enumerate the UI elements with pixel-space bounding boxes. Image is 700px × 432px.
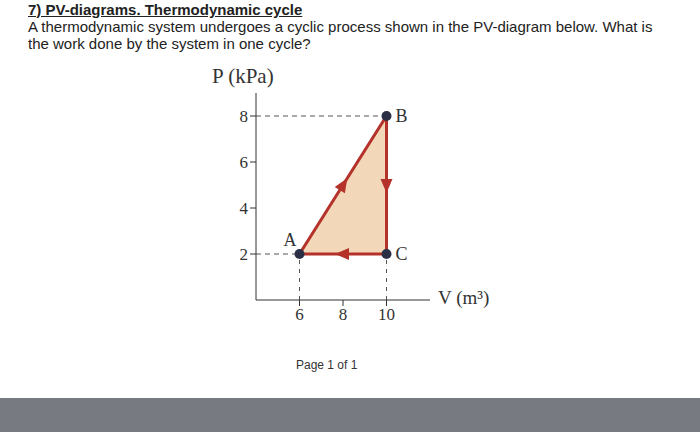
html-text:Page 1 of 1: Page 1 of 1 bbox=[296, 358, 358, 372]
svg-text:6: 6 bbox=[240, 153, 249, 172]
html-text:A thermodynamic system undergo: A thermodynamic system undergoes a cycli… bbox=[28, 18, 653, 35]
svg-text:2: 2 bbox=[240, 245, 249, 264]
svg-text:8: 8 bbox=[339, 305, 348, 324]
svg-text:B: B bbox=[396, 106, 408, 126]
svg-text:A: A bbox=[284, 230, 297, 250]
svg-text:8: 8 bbox=[240, 107, 249, 126]
html-text:P (kPa): P (kPa) bbox=[212, 64, 274, 88]
svg-text:6: 6 bbox=[295, 305, 304, 324]
html-text:the work done by the system in: the work done by the system in one cycle… bbox=[28, 35, 311, 52]
svg-text:C: C bbox=[396, 244, 408, 264]
html-text:7) PV-diagrams. Thermodynamic: 7) PV-diagrams. Thermodynamic cycle bbox=[28, 1, 303, 18]
svg-text:4: 4 bbox=[240, 199, 249, 218]
html-text:V (m³): V (m³) bbox=[438, 287, 490, 308]
svg-text:10: 10 bbox=[378, 305, 395, 324]
